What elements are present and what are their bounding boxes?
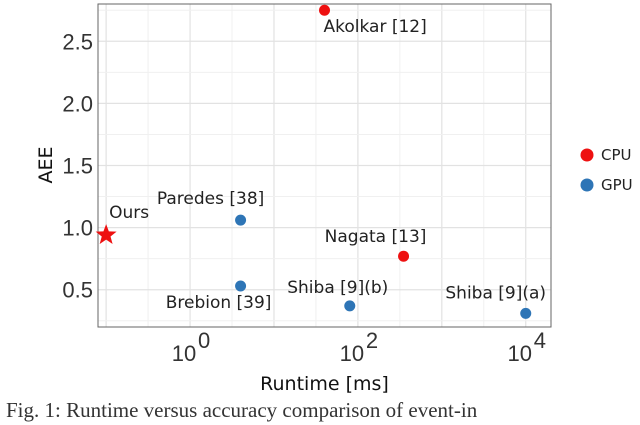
legend-label: CPU <box>601 146 632 164</box>
x-tick-label: 10 <box>172 341 196 366</box>
data-point <box>319 4 330 16</box>
y-axis-title: AEE <box>35 146 57 183</box>
y-tick-label: 2.5 <box>62 29 93 54</box>
grid <box>98 4 551 327</box>
legend-marker <box>580 178 594 192</box>
y-tick-label: 0.5 <box>62 278 93 303</box>
y-tick-label: 2.0 <box>62 91 93 116</box>
legend-label: GPU <box>601 176 633 194</box>
data-point-star <box>95 224 117 244</box>
y-tick-labels: 0.5 1.0 1.5 2.0 2.5 <box>62 29 93 302</box>
data-point <box>235 280 247 292</box>
point-label: Brebion [39] <box>166 293 272 313</box>
x-axis-title: Runtime [ms] <box>260 373 389 395</box>
y-tick-label: 1.5 <box>62 154 93 179</box>
figure-caption: Fig. 1: Runtime versus accuracy comparis… <box>6 398 478 422</box>
data-points: Ours Akolkar [12] Nagata [13] Paredes [38] B… <box>95 4 546 319</box>
legend-marker <box>580 148 594 162</box>
point-label: Akolkar [12] <box>324 17 427 37</box>
y-tick-label: 1.0 <box>62 216 93 241</box>
point-label: Ours <box>109 203 149 223</box>
x-tick-exponent: 2 <box>366 328 378 353</box>
data-point <box>344 300 356 312</box>
legend: CPU GPU <box>580 146 633 194</box>
x-tick-label: 10 <box>507 341 531 366</box>
data-point <box>520 307 532 319</box>
x-tick-label: 10 <box>340 341 364 366</box>
data-point <box>398 250 410 262</box>
plot-frame <box>97 3 552 328</box>
point-label: Paredes [38] <box>157 189 264 209</box>
x-tick-exponent: 0 <box>198 328 210 353</box>
point-label: Shiba [9](b) <box>287 278 388 298</box>
point-label: Shiba [9](a) <box>445 283 546 303</box>
x-tick-exponent: 4 <box>534 328 546 353</box>
data-point <box>235 214 247 226</box>
point-label: Nagata [13] <box>325 227 427 247</box>
